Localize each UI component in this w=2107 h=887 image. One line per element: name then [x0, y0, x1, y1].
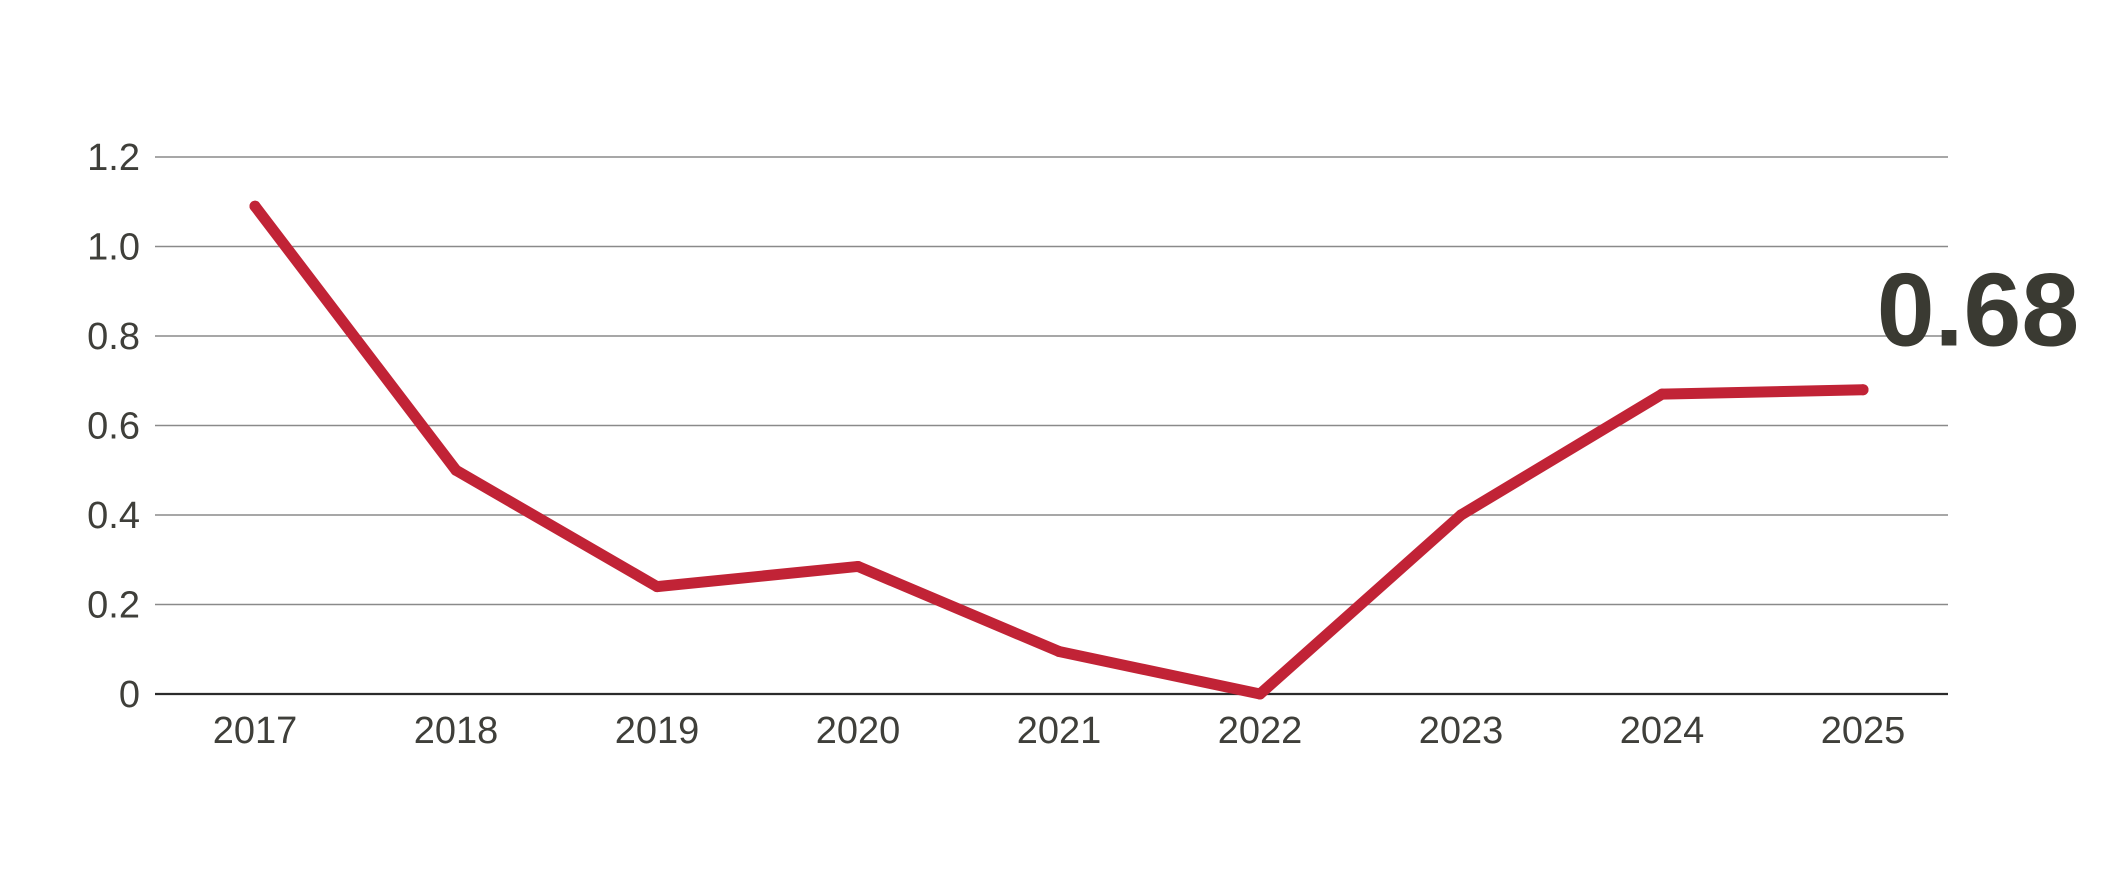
- data-point: [249, 200, 261, 212]
- y-tick-label: 0: [119, 674, 140, 716]
- gridlines: [155, 156, 1948, 696]
- x-tick-label: 2024: [1620, 710, 1705, 752]
- data-point: [1857, 384, 1869, 396]
- x-tick-label: 2022: [1218, 710, 1303, 752]
- y-tick-label: 0.2: [87, 585, 140, 627]
- x-tick-label: 2019: [615, 710, 700, 752]
- x-tick-label: 2018: [414, 710, 499, 752]
- x-axis-ticks: 2017 2018 2019 2020 2021 2022 2023 2024 2025: [213, 710, 1906, 752]
- data-point: [1656, 388, 1668, 400]
- data-point: [852, 560, 864, 572]
- series-layer: [249, 200, 1869, 700]
- latest-value-label: 0.68: [1877, 253, 2079, 369]
- x-tick-label: 2021: [1017, 710, 1102, 752]
- y-tick-label: 1.0: [87, 227, 140, 269]
- x-tick-label: 2023: [1419, 710, 1504, 752]
- x-tick-label: 2017: [213, 710, 298, 752]
- x-tick-label: 2025: [1821, 710, 1906, 752]
- series-line: [249, 200, 1869, 700]
- y-tick-label: 0.8: [87, 316, 140, 358]
- y-tick-label: 1.2: [87, 137, 140, 179]
- data-point: [1254, 688, 1266, 700]
- data-point: [651, 581, 663, 593]
- y-tick-label: 0.4: [87, 495, 140, 537]
- y-axis-ticks: 0 0.2 0.4 0.6 0.8 1.0 1.2: [87, 137, 140, 716]
- x-tick-label: 2020: [816, 710, 901, 752]
- y-tick-label: 0.6: [87, 406, 140, 448]
- data-point: [450, 464, 462, 476]
- data-point: [1053, 645, 1065, 657]
- data-point: [1455, 509, 1467, 521]
